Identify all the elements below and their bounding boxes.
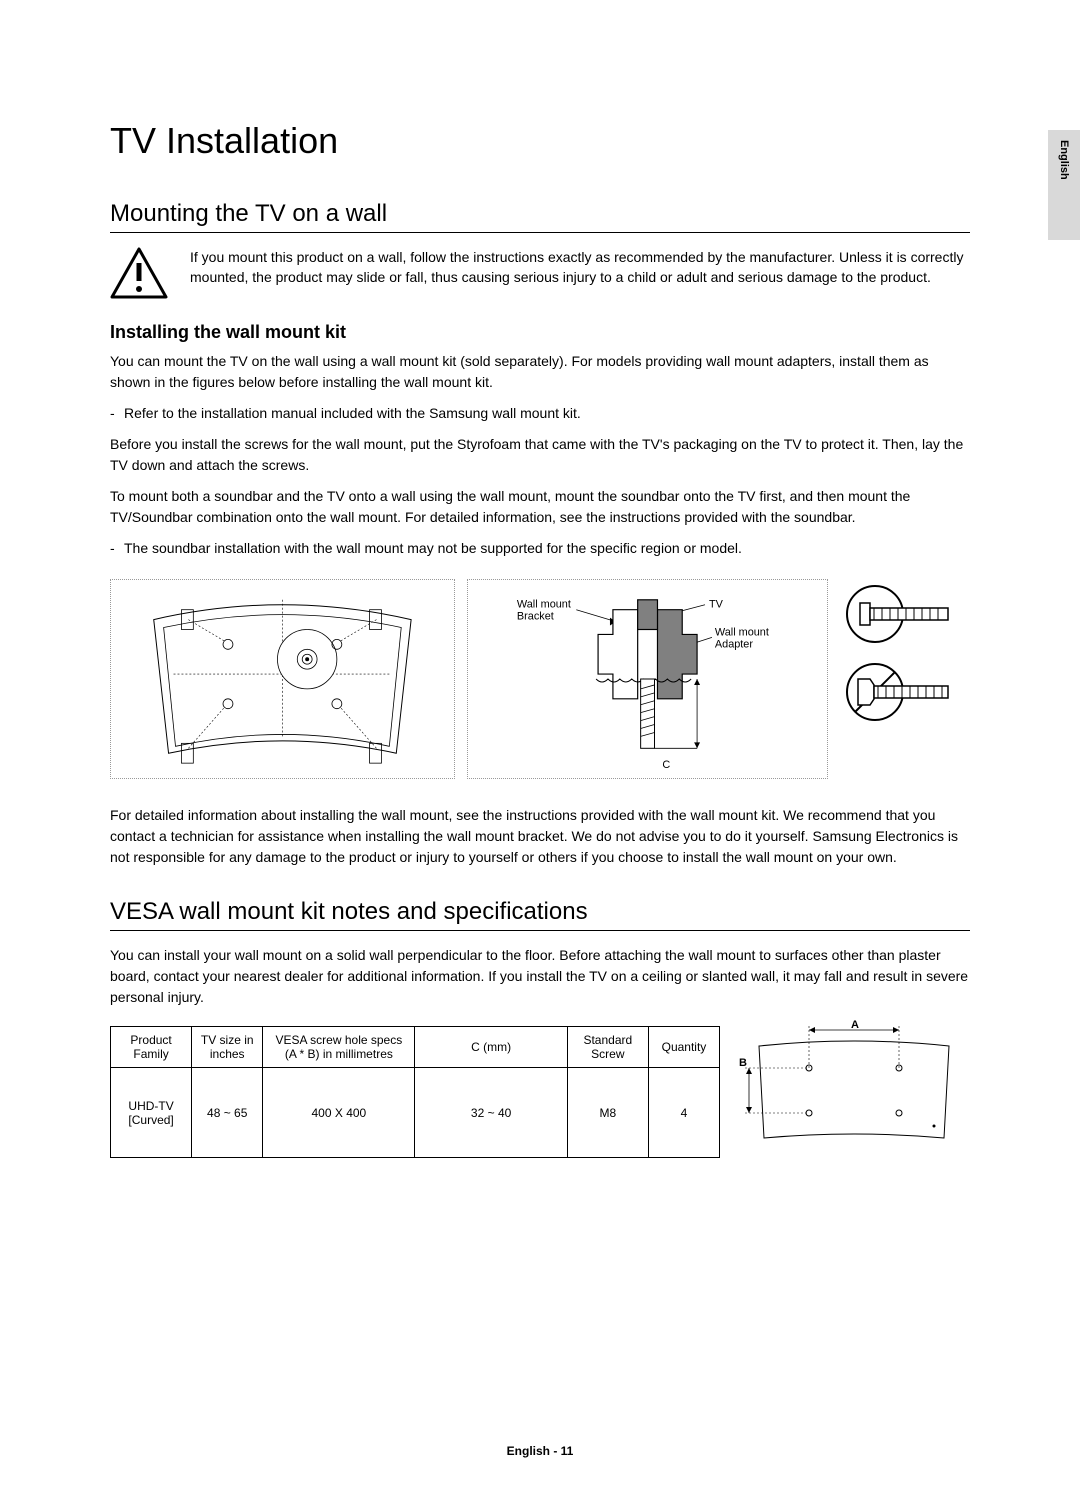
- para-styrofoam: Before you install the screws for the wa…: [110, 434, 970, 476]
- para-technician: For detailed information about installin…: [110, 805, 970, 868]
- page-content: TV Installation Mounting the TV on a wal…: [0, 0, 1080, 1198]
- warning-text: If you mount this product on a wall, fol…: [190, 247, 970, 288]
- label-b: B: [739, 1057, 747, 1069]
- para-vesa-intro: You can install your wall mount on a sol…: [110, 945, 970, 1008]
- cell-quantity: 4: [648, 1068, 719, 1158]
- bullet-list-1: Refer to the installation manual include…: [110, 403, 970, 424]
- table-header-row: Product Family TV size in inches VESA sc…: [111, 1027, 720, 1068]
- figure-row: Wall mount Bracket TV Wall mount Adapter: [110, 579, 970, 779]
- th-standard-screw: Standard Screw: [567, 1027, 648, 1068]
- th-quantity: Quantity: [648, 1027, 719, 1068]
- th-c-mm: C (mm): [415, 1027, 567, 1068]
- figure-bracket-section: Wall mount Bracket TV Wall mount Adapter: [467, 579, 828, 779]
- label-c: C: [662, 759, 670, 771]
- screw-ok-icon: [840, 579, 970, 649]
- cell-vesa-specs: 400 X 400: [263, 1068, 415, 1158]
- page-title: TV Installation: [110, 120, 970, 162]
- vesa-ab-diagram: A B: [738, 1018, 970, 1158]
- figure-tv-back: [110, 579, 455, 779]
- section-mounting-heading: Mounting the TV on a wall: [110, 200, 970, 233]
- cell-standard-screw: M8: [567, 1068, 648, 1158]
- para-soundbar: To mount both a soundbar and the TV onto…: [110, 486, 970, 528]
- cell-c-mm: 32 ~ 40: [415, 1068, 567, 1158]
- vesa-spec-table: Product Family TV size in inches VESA sc…: [110, 1026, 720, 1158]
- th-tv-size: TV size in inches: [192, 1027, 263, 1068]
- table-row: UHD-TV [Curved] 48 ~ 65 400 X 400 32 ~ 4…: [111, 1068, 720, 1158]
- bullet-list-2: The soundbar installation with the wall …: [110, 538, 970, 559]
- cell-tv-size: 48 ~ 65: [192, 1068, 263, 1158]
- label-a: A: [851, 1019, 859, 1031]
- figure-screw-okno: [840, 579, 970, 727]
- label-wall-mount-adapter: Wall mount: [715, 626, 769, 638]
- svg-text:Bracket: Bracket: [517, 611, 554, 623]
- label-wall-mount-bracket: Wall mount: [517, 599, 571, 611]
- section-vesa-heading: VESA wall mount kit notes and specificat…: [110, 898, 970, 931]
- screw-no-icon: [840, 657, 970, 727]
- warning-block: If you mount this product on a wall, fol…: [110, 247, 970, 304]
- bullet-refer-manual: Refer to the installation manual include…: [124, 403, 970, 424]
- th-vesa-specs: VESA screw hole specs (A * B) in millime…: [263, 1027, 415, 1068]
- bullet-soundbar-support: The soundbar installation with the wall …: [124, 538, 970, 559]
- cell-product-family: UHD-TV [Curved]: [111, 1068, 192, 1158]
- para-kit-intro: You can mount the TV on the wall using a…: [110, 351, 970, 393]
- warning-icon: [110, 247, 168, 304]
- svg-text:Adapter: Adapter: [715, 638, 753, 650]
- vesa-table-wrap: Product Family TV size in inches VESA sc…: [110, 1018, 970, 1158]
- label-tv: TV: [709, 599, 724, 611]
- th-product-family: Product Family: [111, 1027, 192, 1068]
- subhead-install-kit: Installing the wall mount kit: [110, 322, 970, 343]
- page-footer: English - 11: [0, 1444, 1080, 1458]
